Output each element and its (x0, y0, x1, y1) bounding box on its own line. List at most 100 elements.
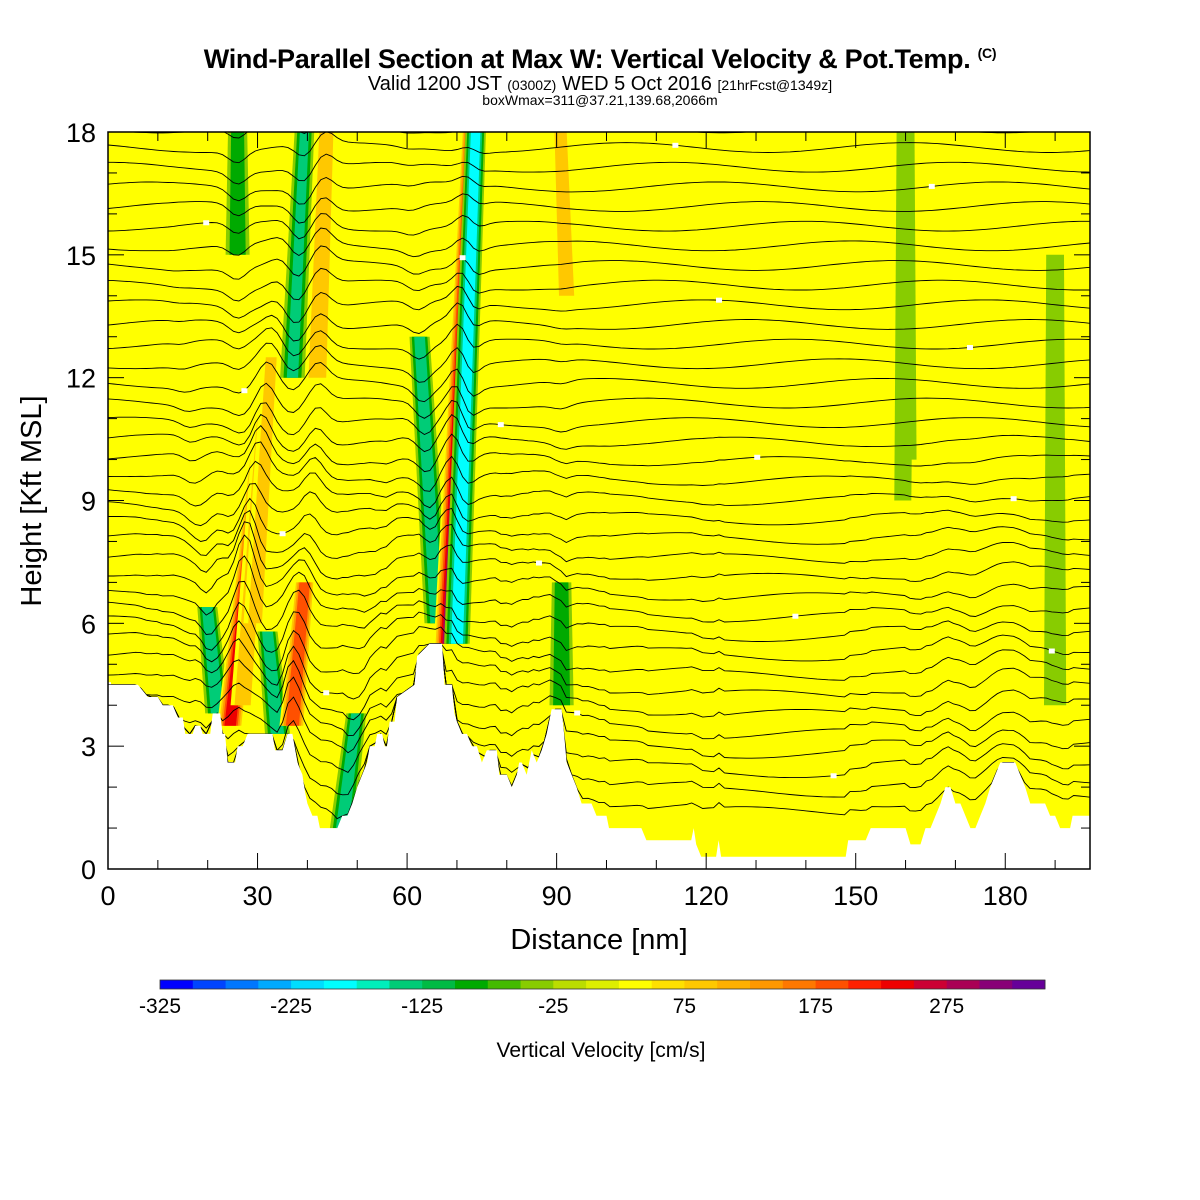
colorbar-label: 75 (673, 995, 696, 1018)
w-feature-15 (111, 254, 135, 665)
colorbar-swatch (389, 980, 423, 989)
colorbar-swatch (586, 980, 620, 989)
chart-title: Wind-Parallel Section at Max W: Vertical… (0, 44, 1200, 75)
contour-label-mark (716, 297, 723, 303)
x-axis-label: Distance [nm] (510, 924, 687, 956)
theta-contour (108, 521, 1090, 582)
colorbar-title: Vertical Velocity [cm/s] (497, 1039, 706, 1062)
theta-contour (108, 509, 1090, 564)
colorbar-swatch (553, 980, 587, 989)
x-tick-label: 180 (983, 881, 1028, 911)
w-band (201, 607, 225, 714)
x-tick-label: 120 (684, 881, 729, 911)
colorbar-swatch (946, 980, 980, 989)
x-tick-label: 30 (243, 881, 273, 911)
colorbar-label: 275 (929, 995, 964, 1018)
w-band (262, 631, 285, 734)
w-feature-20 (909, 459, 932, 706)
contour-label-mark (754, 454, 761, 460)
theta-contour (108, 601, 1090, 662)
theta-contour (108, 132, 1090, 164)
contour-label-mark (830, 773, 837, 779)
theta-contour (108, 153, 1090, 185)
colorbar-swatch (881, 980, 915, 989)
theta-contour (108, 643, 1090, 740)
w-band (285, 582, 310, 726)
copyright-mark: (C) (977, 45, 997, 61)
colorbar-swatch (618, 980, 653, 989)
chart-title-text: Wind-Parallel Section at Max W: Vertical… (203, 44, 971, 74)
y-tick-label: 0 (81, 855, 96, 885)
valid-date: WED 5 Oct 2016 (561, 73, 712, 95)
contour-label-mark (1010, 496, 1017, 502)
colorbar-swatch (291, 980, 325, 989)
colorbar-swatch (487, 980, 521, 989)
contour-label-mark (459, 255, 466, 261)
y-axis-label: Height [Kft MSL] (16, 395, 48, 606)
w-band (414, 336, 444, 624)
contour-label-mark (323, 690, 330, 696)
theta-contour (108, 534, 1090, 602)
theta-contour (108, 638, 1090, 700)
theta-contour (108, 399, 1090, 436)
contour-label-mark (928, 183, 935, 189)
axes: 0 30 60 90 120 150 180 0 3 6 9 12 15 18 (66, 118, 1090, 911)
theta-contour (108, 413, 1090, 453)
y-tick-label: 18 (66, 118, 96, 148)
chart-subtitle: Valid 1200 JST (0300Z) WED 5 Oct 2016 [2… (0, 73, 1200, 96)
theta-contour (108, 580, 1090, 642)
theta-contour (108, 555, 1090, 623)
theta-contour (108, 245, 1090, 280)
colorbar-swatch (422, 980, 456, 989)
contour-label-mark (574, 710, 581, 716)
colorbar-swatch (160, 980, 194, 989)
theta-contour (108, 285, 1090, 323)
w-feature-19 (894, 132, 917, 501)
colorbar: -325 -225 -125 -25 75 175 275 (139, 979, 1046, 1018)
w-band (894, 132, 917, 501)
w-band (554, 132, 575, 296)
w-feature-17 (620, 172, 643, 706)
x-tick-label: 150 (833, 881, 878, 911)
theta-contour (108, 497, 1090, 545)
x-tick-label: 90 (542, 881, 572, 911)
y-tick-label: 6 (81, 609, 96, 639)
w-feature-14 (551, 132, 579, 296)
theta-contour (108, 175, 1090, 205)
colorbar-swatch (979, 980, 1013, 989)
colorbar-swatch (717, 980, 751, 989)
w-feature-18 (720, 172, 742, 706)
colorbar-swatch (1012, 980, 1046, 989)
w-band (909, 459, 932, 706)
colorbar-swatch (455, 980, 489, 989)
y-tick-label: 9 (81, 487, 96, 517)
colorbar-frame (159, 979, 1046, 990)
colorbar-swatch (750, 980, 784, 989)
colorbar-swatch (651, 980, 685, 989)
colorbar-swatch (258, 980, 292, 989)
theta-contour (108, 382, 1090, 419)
w-feature-8 (305, 132, 337, 378)
contour-label-mark (792, 613, 799, 619)
x-tick-label: 60 (392, 881, 422, 911)
x-tick-label: 0 (100, 881, 115, 911)
colorbar-swatch (913, 980, 948, 989)
w-feature-16 (171, 132, 194, 706)
colorbar-swatch (323, 980, 358, 989)
colorbar-swatch (520, 980, 554, 989)
theta-contour (108, 227, 1090, 258)
theta-contour (108, 342, 1090, 383)
colorbar-label: -125 (401, 995, 443, 1018)
theta-contour (108, 302, 1090, 342)
w-band (229, 132, 246, 255)
theta-contour (108, 483, 1090, 527)
theta-contour (108, 441, 1090, 492)
y-tick-label: 3 (81, 732, 96, 762)
colorbar-swatch (356, 980, 390, 989)
colorbar-swatch (848, 980, 882, 989)
w-feature-21 (1044, 254, 1067, 706)
theta-contour (108, 620, 1090, 681)
contour-label-mark (966, 345, 973, 351)
y-tick-label: 12 (66, 364, 96, 394)
